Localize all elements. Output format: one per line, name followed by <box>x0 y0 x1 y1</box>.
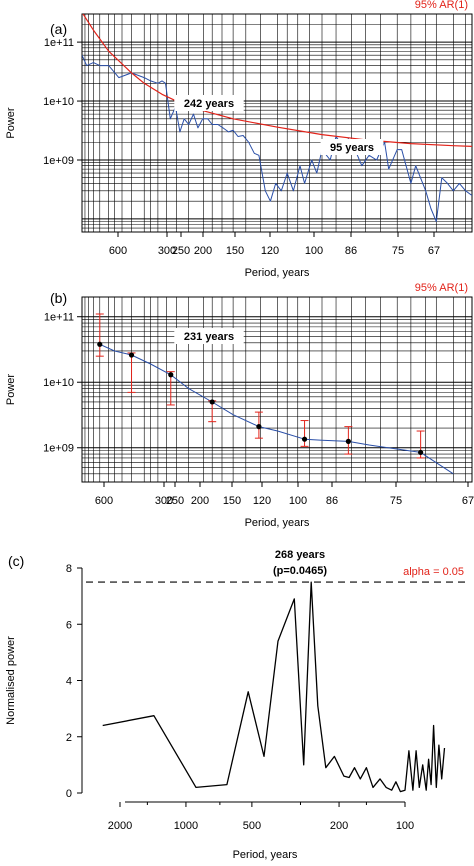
annotation-242-bg <box>174 95 244 111</box>
fit-line <box>99 343 454 475</box>
plot-frame <box>81 13 473 233</box>
y-axis-label: Power <box>5 374 17 406</box>
y-tick-label: 1e+11 <box>44 37 74 49</box>
data-point <box>256 424 262 430</box>
data-point <box>418 449 424 455</box>
x-tick-label: 120 <box>261 245 279 257</box>
panel-label: (b) <box>50 290 67 306</box>
x-tick-label: 300 <box>155 495 173 507</box>
x-tick-label: 200 <box>194 245 212 257</box>
annotation-231: 231 years <box>184 331 234 343</box>
annotation-95: 95 years <box>330 142 374 154</box>
x-tick-label: 75 <box>390 495 402 507</box>
y-tick-label: 6 <box>66 619 72 631</box>
data-point <box>168 372 174 378</box>
threshold-label: alpha = 0.05 <box>403 566 464 578</box>
y-axis-label: Normalised power <box>5 636 17 725</box>
annotation-231-bg <box>174 328 244 344</box>
x-tick-label: 120 <box>253 495 271 507</box>
panel-c: (c) 0 2 4 6 8 Normalised power 2000 1000 500 200 10… <box>5 549 470 861</box>
x-tick-label: 150 <box>226 245 244 257</box>
y-axis-label: Power <box>5 107 17 139</box>
legend-ar1: 95% AR(1) <box>415 282 468 294</box>
annotation-242: 242 years <box>184 98 234 110</box>
x-tick-label: 75 <box>392 245 404 257</box>
y-tick-label: 1e+10 <box>43 96 74 108</box>
y-tick-label: 1e+10 <box>43 377 74 389</box>
x-tick-label: 1000 <box>174 820 198 832</box>
data-point <box>209 399 215 405</box>
data-point <box>97 341 103 347</box>
x-tick-label: 500 <box>243 820 261 832</box>
x-tick-label: 150 <box>223 495 241 507</box>
data-point <box>345 438 351 444</box>
data-point <box>301 436 308 442</box>
legend-ar1: 95% AR(1) <box>415 0 468 11</box>
x-tick-label: 100 <box>289 495 307 507</box>
x-axis-label: Period, years <box>245 267 310 279</box>
x-tick-label: 86 <box>345 245 357 257</box>
y-tick-label: 1e+11 <box>44 312 74 324</box>
annotation-95-bg <box>320 139 384 155</box>
x-tick-label: 250 <box>166 495 184 507</box>
x-tick-label: 86 <box>326 495 338 507</box>
annotation-pvalue: (p=0.0465) <box>273 565 327 577</box>
x-tick-label: 300 <box>158 245 176 257</box>
data-point <box>128 352 135 358</box>
x-tick-label: 67 <box>462 495 474 507</box>
x-tick-label: 200 <box>330 820 348 832</box>
x-axis-label: Period, years <box>233 849 298 861</box>
x-tick-label: 600 <box>95 495 113 507</box>
x-tick-label: 67 <box>428 245 440 257</box>
x-tick-label: 2000 <box>108 820 132 832</box>
x-tick-label: 250 <box>172 245 190 257</box>
power-line <box>102 581 446 793</box>
x-tick-label: 100 <box>305 245 323 257</box>
y-tick-label: 2 <box>66 732 72 744</box>
y-tick-label: 1e+09 <box>43 155 74 167</box>
y-tick-label: 0 <box>66 788 72 800</box>
x-tick-label: 100 <box>396 820 414 832</box>
spectrum-line <box>82 54 472 223</box>
x-axis-label: Period, years <box>245 517 310 529</box>
y-tick-label: 1e+09 <box>43 443 74 455</box>
ar1-line <box>82 14 472 147</box>
y-tick-label: 8 <box>66 563 72 575</box>
y-tick-label: 4 <box>66 676 72 688</box>
annotation-268: 268 years <box>275 549 325 561</box>
panel-label: (c) <box>8 553 24 569</box>
plot-frame <box>81 296 473 483</box>
x-tick-label: 600 <box>109 245 127 257</box>
panel-label: (a) <box>50 21 67 37</box>
x-tick-label: 200 <box>191 495 209 507</box>
